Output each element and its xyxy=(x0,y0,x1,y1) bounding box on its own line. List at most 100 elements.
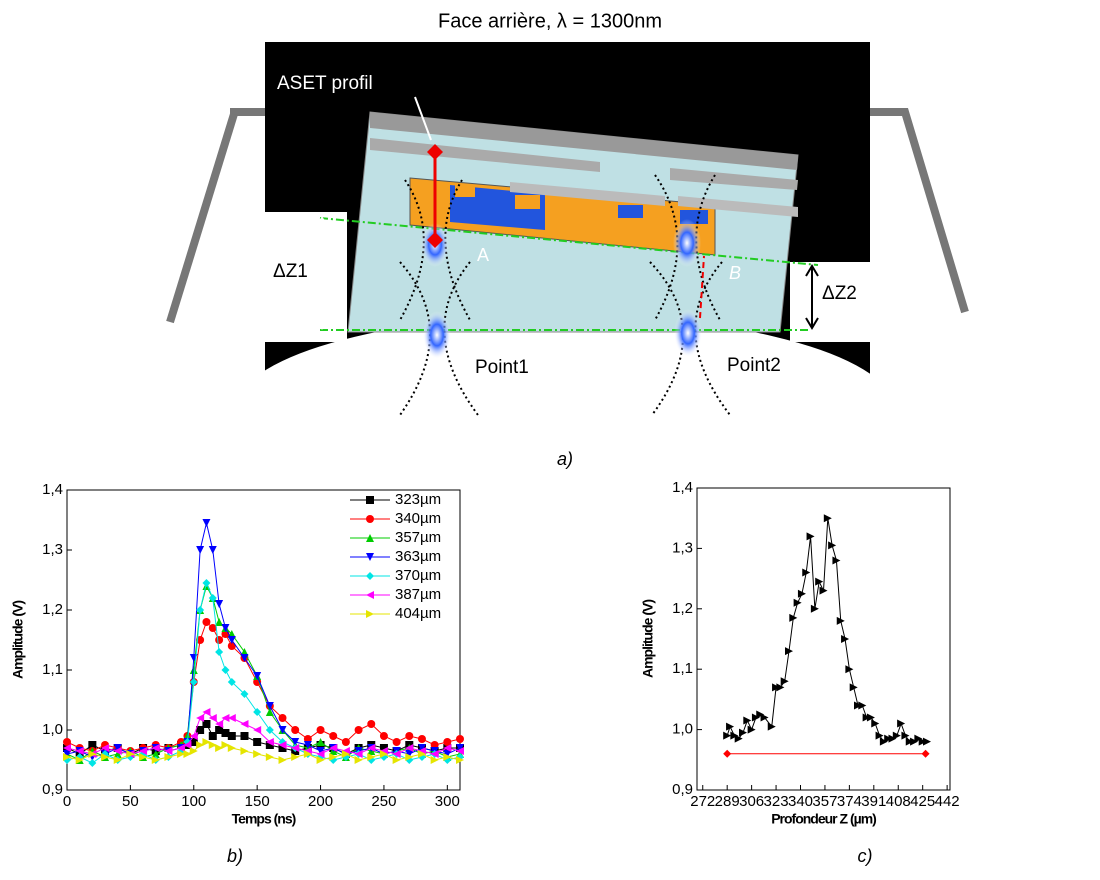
marker xyxy=(202,720,211,728)
marker xyxy=(202,579,211,587)
x-tick-label: 250 xyxy=(371,793,396,810)
marker xyxy=(430,756,439,764)
marker xyxy=(316,756,325,764)
marker xyxy=(379,732,388,740)
marker xyxy=(751,713,760,722)
legend-marker xyxy=(366,610,374,618)
marker xyxy=(208,714,217,722)
label: ΔZ2 xyxy=(822,283,857,304)
y-tick-label: 1,2 xyxy=(42,601,63,618)
marker xyxy=(202,519,211,527)
marker xyxy=(208,624,217,632)
label: Point1 xyxy=(475,357,529,378)
marker xyxy=(189,738,198,746)
marker xyxy=(316,750,325,758)
marker xyxy=(910,737,919,746)
marker xyxy=(747,725,756,734)
spot xyxy=(673,219,701,267)
marker xyxy=(443,750,452,758)
marker xyxy=(221,666,230,674)
plot-frame xyxy=(696,487,951,791)
y-tick-label: 1,1 xyxy=(42,661,63,678)
legend-label: 357µm xyxy=(395,529,441,546)
marker xyxy=(367,744,376,752)
x-tick-label: 408 xyxy=(886,793,911,810)
marker xyxy=(780,677,789,686)
marker xyxy=(202,708,211,716)
background xyxy=(790,262,870,342)
x-tick-label: 300 xyxy=(435,793,460,810)
legend-marker xyxy=(366,534,374,542)
marker xyxy=(367,720,376,728)
marker xyxy=(923,737,931,746)
marker xyxy=(278,726,287,734)
layer xyxy=(510,182,665,206)
marker xyxy=(265,702,274,710)
marker xyxy=(151,744,160,752)
marker xyxy=(892,731,901,740)
holder xyxy=(166,112,238,324)
marker xyxy=(897,719,906,728)
plot-frame xyxy=(66,489,461,791)
marker xyxy=(164,753,173,761)
marker xyxy=(743,716,752,725)
y-tick-label: 1,0 xyxy=(42,721,63,738)
marker xyxy=(776,683,785,692)
marker xyxy=(785,647,793,656)
marker xyxy=(240,747,249,755)
marker xyxy=(265,753,274,761)
marker xyxy=(265,726,274,734)
marker xyxy=(823,514,832,523)
y-axis-label: Amplitude (V) xyxy=(640,600,656,678)
x-tick-label: 357 xyxy=(812,793,837,810)
marker xyxy=(215,744,224,752)
marker xyxy=(828,541,837,550)
caption: a) xyxy=(557,449,573,469)
marker xyxy=(253,672,262,680)
marker xyxy=(265,708,274,716)
marker xyxy=(918,737,927,746)
marker xyxy=(888,734,897,743)
marker xyxy=(227,732,236,740)
marker xyxy=(278,744,287,752)
marker xyxy=(760,713,769,722)
marker xyxy=(126,750,135,758)
marker xyxy=(227,744,236,752)
spot xyxy=(674,309,702,357)
metal xyxy=(455,185,475,197)
holder xyxy=(870,108,969,314)
marker xyxy=(767,722,776,731)
label: B xyxy=(729,263,741,283)
marker xyxy=(208,741,217,749)
series-line xyxy=(726,518,927,743)
x-tick-label: 150 xyxy=(245,793,270,810)
legend-label: 363µm xyxy=(395,548,441,565)
caption: b) xyxy=(227,846,243,866)
legend-label: 340µm xyxy=(395,510,441,527)
marker xyxy=(456,744,464,752)
marker xyxy=(797,589,806,598)
figure-title: Face arrière, λ = 1300nm xyxy=(438,10,662,32)
x-tick-label: 272 xyxy=(690,793,715,810)
layer xyxy=(370,138,600,172)
marker xyxy=(392,756,401,764)
marker xyxy=(183,750,192,758)
marker xyxy=(240,732,249,740)
marker xyxy=(392,738,401,746)
marker xyxy=(196,546,205,554)
x-tick-label: 0 xyxy=(63,793,71,810)
y-tick-label: 1,3 xyxy=(672,539,693,556)
marker xyxy=(196,714,205,722)
y-tick-label: 1,1 xyxy=(672,660,693,677)
series-line xyxy=(67,741,460,761)
marker xyxy=(240,690,249,698)
label: ΔZ1 xyxy=(273,261,308,282)
marker xyxy=(189,666,198,674)
marker xyxy=(405,750,414,758)
pointer xyxy=(414,96,432,141)
marker xyxy=(832,556,841,565)
x-tick-label: 200 xyxy=(308,793,333,810)
background xyxy=(265,212,347,342)
marker xyxy=(63,744,71,752)
marker xyxy=(88,750,97,758)
